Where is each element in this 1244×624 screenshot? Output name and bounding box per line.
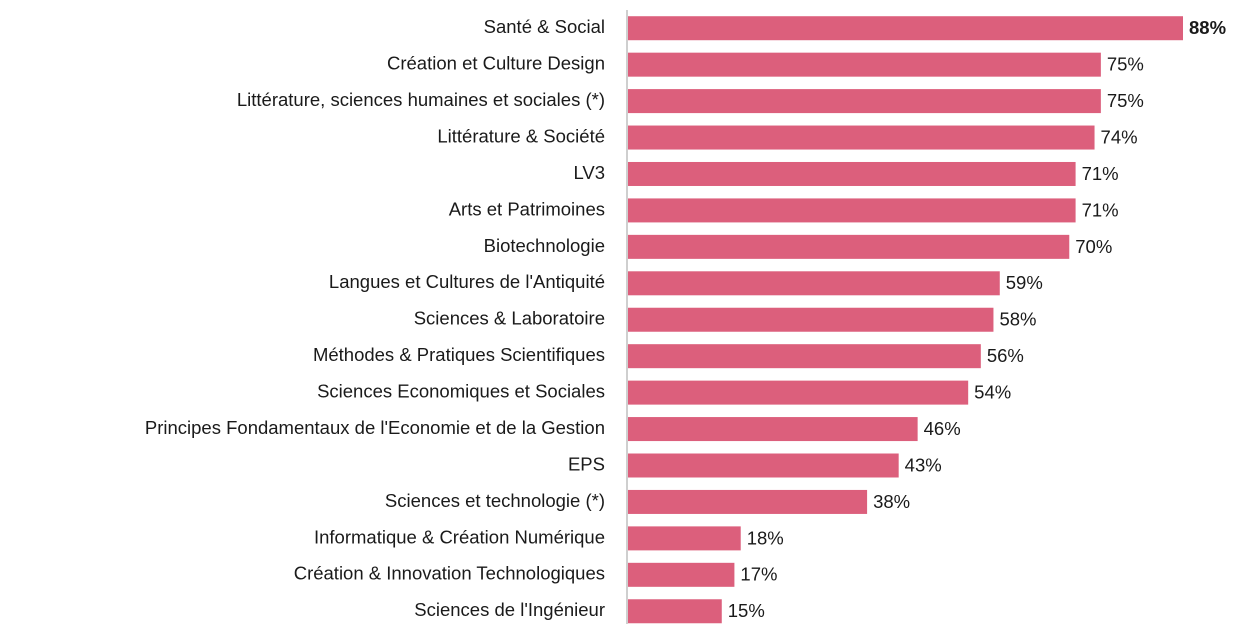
category-label: Langues et Cultures de l'Antiquité — [329, 271, 605, 292]
category-label: Principes Fondamentaux de l'Economie et … — [145, 417, 605, 438]
bar — [628, 453, 899, 478]
bar — [628, 307, 994, 332]
category-label: EPS — [568, 453, 605, 474]
bar — [628, 16, 1183, 41]
bar — [628, 562, 735, 587]
bar — [628, 599, 722, 624]
value-label: 56% — [987, 345, 1024, 366]
bar — [628, 198, 1076, 223]
category-label: Arts et Patrimoines — [449, 198, 605, 219]
bar — [628, 52, 1101, 77]
value-label: 75% — [1107, 90, 1144, 111]
bar — [628, 344, 981, 369]
value-label: 46% — [924, 418, 961, 439]
bar — [628, 526, 741, 551]
bar — [628, 489, 868, 514]
value-label: 43% — [905, 454, 942, 475]
bar — [628, 89, 1101, 114]
category-label: Santé & Social — [484, 16, 605, 37]
bar — [628, 161, 1076, 186]
value-label: 59% — [1006, 272, 1043, 293]
category-label: Sciences et technologie (*) — [385, 490, 605, 511]
value-label: 18% — [747, 527, 784, 548]
bar — [628, 125, 1095, 150]
category-label: Création et Culture Design — [387, 53, 605, 74]
value-label: 54% — [974, 382, 1011, 403]
category-label: Méthodes & Pratiques Scientifiques — [313, 344, 605, 365]
bar — [628, 417, 918, 442]
category-label: Littérature & Société — [437, 125, 605, 146]
category-label: Sciences & Laboratoire — [414, 308, 605, 329]
value-label: 75% — [1107, 54, 1144, 75]
category-label: LV3 — [573, 162, 605, 183]
value-label: 70% — [1075, 236, 1112, 257]
bar — [628, 234, 1070, 259]
value-label: 58% — [999, 309, 1036, 330]
value-label: 74% — [1101, 126, 1138, 147]
category-label: Informatique & Création Numérique — [314, 526, 605, 547]
value-label: 15% — [728, 600, 765, 621]
value-label: 71% — [1082, 199, 1119, 220]
category-label: Sciences de l'Ingénieur — [414, 599, 605, 620]
category-label: Littérature, sciences humaines et social… — [237, 89, 605, 110]
value-label: 38% — [873, 491, 910, 512]
category-label: Biotechnologie — [484, 235, 605, 256]
category-label: Sciences Economiques et Sociales — [317, 381, 605, 402]
value-label: 71% — [1082, 163, 1119, 184]
category-label: Création & Innovation Technologiques — [294, 563, 605, 584]
value-label: 88% — [1189, 17, 1226, 38]
bar — [628, 271, 1000, 296]
bar — [628, 380, 969, 405]
value-label: 17% — [740, 564, 777, 585]
